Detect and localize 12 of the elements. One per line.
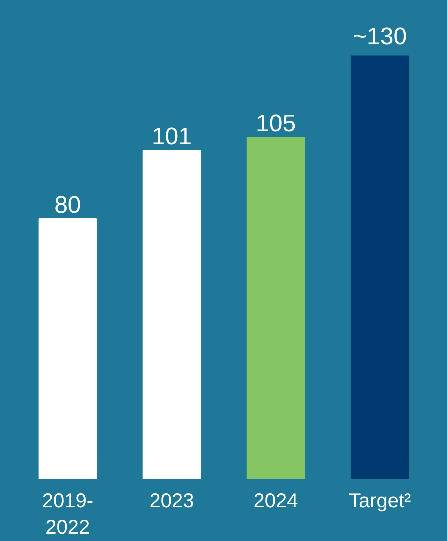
x-tick-label: 2023	[150, 490, 194, 512]
x-tick-label: 2019-2022	[42, 490, 94, 539]
data-label: 105	[256, 110, 296, 138]
x-tick-label: Target²	[348, 490, 412, 512]
data-label: 101	[152, 124, 192, 151]
bar	[246, 137, 306, 480]
data-label: 80	[54, 192, 82, 220]
bar	[142, 150, 202, 480]
data-label: ~130	[353, 23, 408, 50]
x-tick-label: 2024	[254, 490, 298, 512]
bar	[38, 218, 98, 480]
bar	[350, 56, 410, 480]
